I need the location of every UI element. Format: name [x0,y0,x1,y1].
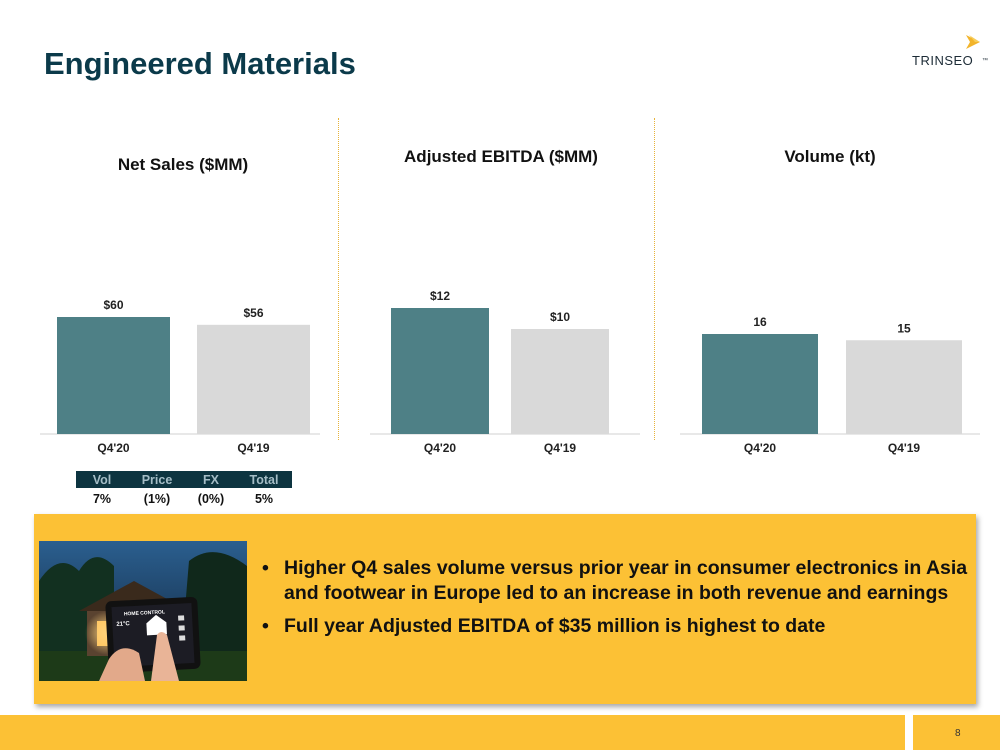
photo-text-temperature: 21°C [116,621,130,628]
chart-net-sales: $60 Q4'20 $56 Q4'19 [40,298,320,455]
trinseo-logo: TRINSEO ™ [912,34,988,70]
data-label: $12 [430,289,450,303]
footer-page-box: 8 [913,715,1000,750]
page-title: Engineered Materials [44,46,356,81]
bar-current [57,317,170,434]
divider-1 [338,118,339,440]
bar-current [391,308,489,434]
bar-prior [197,324,310,434]
bar-prior [846,340,962,434]
arrow-chevron-icon [966,35,980,49]
highlight-bullet-2: Full year Adjusted EBITDA of $35 million… [256,614,972,639]
category-tick-label: Q4'19 [888,441,921,455]
data-label: $56 [243,306,263,320]
bridge-value-vol: 7% [92,492,112,506]
data-label: $10 [550,310,570,324]
data-label: $60 [103,298,123,312]
data-label: 15 [897,321,911,335]
chart-title-adjusted-ebitda: Adjusted EBITDA ($MM) [404,147,598,166]
bridge-header-price: Price [141,472,173,487]
category-tick-label: Q4'19 [237,441,270,455]
bridge-header-total: Total [249,472,279,487]
bridge-header-fx: FX [203,472,219,487]
bridge-value-row: 7% (1%) (0%) 5% [76,488,292,510]
bridge-value-price: (1%) [143,492,171,506]
highlights-callout: HOME CONTROL 21°C Higher Q4 sales volume… [34,514,976,704]
chart-adjusted-ebitda: $12 Q4'20 $10 Q4'19 [370,289,640,455]
smart-home-tablet-photo: HOME CONTROL 21°C [39,541,247,681]
chart-title-volume: Volume (kt) [784,147,876,166]
photo-text-home-control: HOME CONTROL [124,609,165,617]
category-tick-label: Q4'20 [744,441,777,455]
sales-bridge-table: Vol Price FX Total 7% (1%) (0%) 5% [76,471,292,510]
highlight-bullet-1: Higher Q4 sales volume versus prior year… [256,556,972,606]
bridge-header-row: Vol Price FX Total [76,471,292,488]
category-tick-label: Q4'20 [424,441,457,455]
divider-2 [654,118,655,440]
footer-bar [0,715,905,750]
chart-volume: 16 Q4'20 15 Q4'19 [680,315,980,455]
category-tick-label: Q4'20 [97,441,130,455]
highlights-list: Higher Q4 sales volume versus prior year… [256,556,972,647]
data-label: 16 [753,315,767,329]
logo-trademark: ™ [982,58,988,64]
bar-prior [511,329,609,434]
logo-text: TRINSEO [912,53,974,68]
bridge-header-vol: Vol [92,472,112,487]
bar-current [702,334,818,434]
bridge-value-fx: (0%) [197,492,225,506]
photo-illustration: HOME CONTROL 21°C [39,541,247,681]
page-number: 8 [955,728,961,739]
category-tick-label: Q4'19 [544,441,577,455]
chart-title-net-sales: Net Sales ($MM) [117,155,249,174]
bridge-value-total: 5% [254,492,274,506]
